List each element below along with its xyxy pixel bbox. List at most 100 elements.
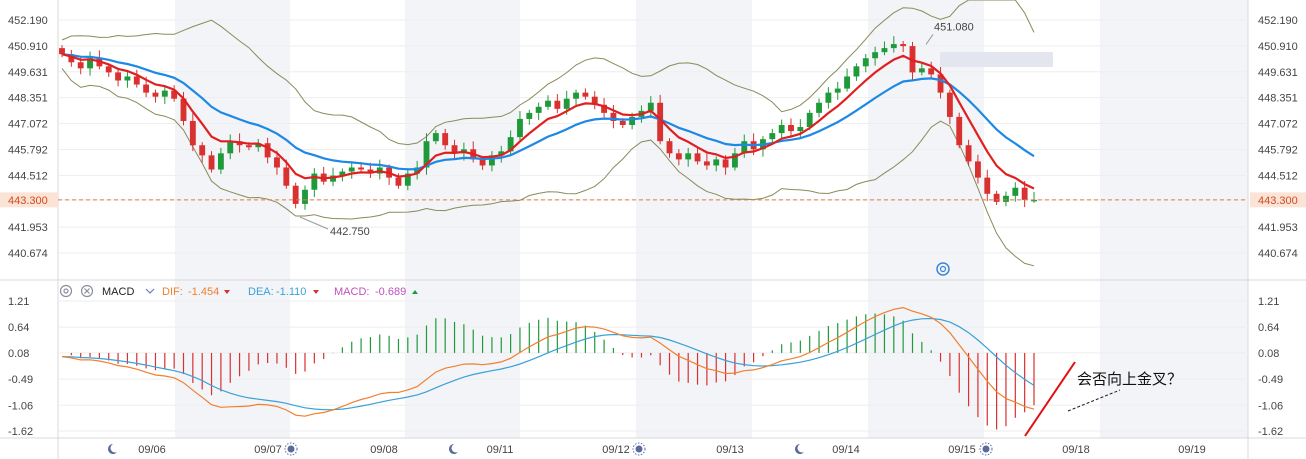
moving-average-fast — [61, 53, 1035, 190]
candle-body — [657, 102, 664, 142]
macd-indicator-name[interactable]: MACD — [102, 286, 134, 298]
last-price-tag-right — [1250, 192, 1306, 208]
candle-body — [993, 193, 1000, 202]
last-price-label-right: 443.300 — [1258, 195, 1298, 207]
dif-value: -1.454 — [188, 286, 219, 298]
candle-body — [87, 58, 93, 69]
macd-up-arrow-icon — [412, 290, 418, 294]
candle-body — [797, 127, 804, 132]
candle-body — [115, 72, 122, 81]
candle-body — [713, 159, 720, 166]
price-tick-label: 452.190 — [1258, 15, 1298, 27]
dea-label: DEA: — [248, 286, 274, 298]
candle-body — [900, 44, 907, 47]
date-label: 09/19 — [1178, 444, 1206, 456]
macd-ticks-right: 1.21 0.64 0.08 -0.49 -1.06 -1.62 — [1258, 296, 1283, 438]
candle-body — [1021, 187, 1028, 200]
candle-body — [816, 102, 822, 113]
candle-body — [199, 145, 206, 156]
candle-body — [722, 159, 729, 168]
candle-body — [68, 54, 75, 63]
price-tick-label: 445.792 — [8, 144, 48, 156]
sun-icon — [632, 442, 646, 456]
price-tick-label: 452.190 — [8, 15, 48, 27]
candle-body — [414, 167, 421, 174]
candle-body — [778, 125, 785, 134]
candle-body — [946, 92, 953, 117]
chevron-down-icon[interactable] — [145, 288, 155, 294]
candle-body — [918, 68, 925, 73]
candlesticks — [59, 36, 1037, 210]
candle-body — [788, 125, 794, 132]
candle-body — [881, 48, 888, 53]
candle-body — [582, 92, 589, 97]
candle-body — [806, 112, 813, 128]
macd-tick-label: -0.49 — [1258, 374, 1283, 386]
target-icon[interactable] — [936, 262, 950, 276]
candle-body — [629, 116, 636, 126]
date-label: 09/13 — [716, 444, 744, 456]
candle-body — [189, 120, 196, 146]
candle-body — [208, 155, 215, 170]
candle-body — [965, 145, 972, 162]
price-ticks-left: 452.190 450.910 449.631 448.351 447.072 445.7… — [8, 15, 48, 260]
candle-body — [507, 137, 514, 152]
candle-body — [974, 161, 981, 178]
price-tick-label: 440.674 — [8, 248, 48, 260]
close-icon[interactable] — [80, 284, 94, 298]
candle-body — [77, 62, 84, 69]
settings-icon[interactable] — [59, 284, 73, 298]
macd-tick-label: -1.62 — [1258, 426, 1283, 438]
candle-body — [769, 133, 776, 140]
candle-body — [610, 112, 617, 121]
dif-line — [61, 306, 1035, 417]
macd-legend: MACD DIF: -1.454 DEA: -1.110 MACD: -0.68… — [59, 284, 418, 298]
macd-tick-label: -1.06 — [1258, 400, 1283, 412]
dea-line — [61, 317, 1035, 411]
date-label: 09/18 — [1062, 444, 1090, 456]
macd-tick-label: 0.64 — [1258, 322, 1279, 334]
candle-body — [741, 141, 748, 154]
candle-body — [479, 159, 486, 166]
candle-body — [302, 189, 308, 204]
candle-body — [59, 48, 65, 55]
candle-body — [367, 169, 374, 174]
macd-label: MACD: — [334, 286, 369, 298]
date-label: 09/08 — [370, 444, 398, 456]
candle-body — [311, 173, 318, 190]
price-tick-label: 449.631 — [1258, 67, 1298, 79]
moon-icon — [449, 444, 458, 455]
highlight-block — [940, 52, 1053, 67]
candle-body — [124, 76, 131, 81]
candle-body — [937, 74, 944, 93]
candle-body — [675, 153, 682, 160]
moon-icon — [795, 444, 804, 455]
price-tick-label: 447.072 — [1258, 119, 1298, 131]
candle-body — [526, 112, 533, 119]
candle-body — [554, 100, 561, 109]
candle-body — [432, 133, 439, 142]
price-ticks-right: 452.190 450.910 449.631 448.351 447.072 445.7… — [1258, 15, 1298, 260]
day-band — [868, 0, 984, 438]
candle-body — [647, 102, 654, 111]
candle-body — [152, 92, 159, 97]
dea-value: -1.110 — [276, 286, 306, 298]
macd-tick-label: 0.08 — [8, 348, 29, 360]
candle-body — [517, 118, 523, 138]
candle-body — [292, 185, 299, 204]
date-label: 09/11 — [487, 444, 514, 456]
candle-body — [488, 155, 495, 166]
high-marker-line — [925, 34, 934, 45]
low-marker-line — [299, 216, 329, 230]
low-marker-label: 442.750 — [330, 226, 370, 238]
bollinger-upper-band — [61, 0, 1035, 146]
last-price-tag-left — [0, 192, 58, 208]
candle-body — [498, 151, 505, 156]
macd-tick-label: -1.62 — [8, 426, 33, 438]
moving-average-slow — [61, 53, 1035, 171]
candle-body — [442, 133, 449, 146]
candle-body — [161, 90, 168, 97]
candle-body — [853, 66, 860, 77]
moon-icon — [107, 443, 117, 455]
